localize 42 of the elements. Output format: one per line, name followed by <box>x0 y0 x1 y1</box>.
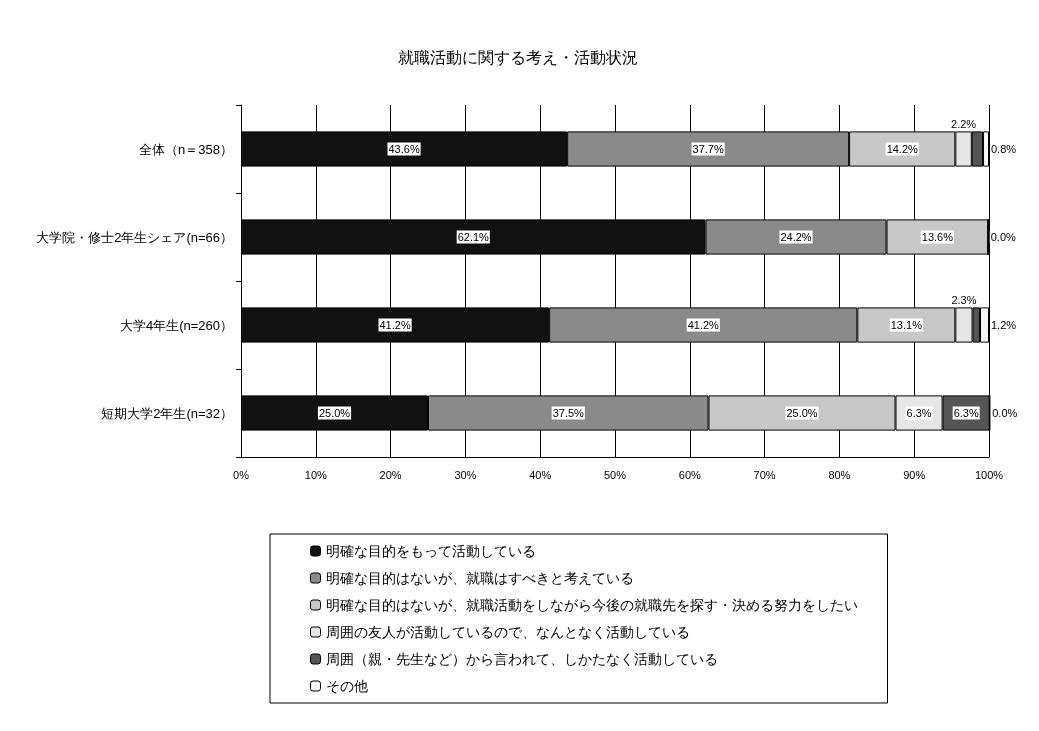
data-label: 41.2% <box>379 319 411 331</box>
legend-label: 周囲（親・先生など）から言われて、しかたなく活動している <box>325 651 718 667</box>
data-label: 25.0% <box>786 407 818 419</box>
x-tick-label: 90% <box>903 468 926 481</box>
data-label: 62.1% <box>457 231 490 243</box>
y-tick-label: 短期大学2年生(n=32） <box>101 405 233 421</box>
data-label: 14.2% <box>886 143 919 155</box>
y-tick-label: 全体（n＝358） <box>139 141 233 157</box>
x-tick-label: 50% <box>603 468 627 481</box>
y-tick-label: 大学院・修士2年生シェア(n=66） <box>36 229 233 245</box>
x-tick-label: 40% <box>529 468 552 481</box>
legend-label: 周囲の友人が活動しているので、なんとなく活動している <box>325 624 690 640</box>
y-tick-label: 大学4年生(n=260） <box>119 317 233 333</box>
x-tick-label: 100% <box>974 468 1004 481</box>
data-label: 37.5% <box>552 407 585 419</box>
data-label: 0.0% <box>990 231 1017 243</box>
data-label: 0.0% <box>992 407 1018 419</box>
data-label: 41.2% <box>687 319 720 331</box>
data-label: 24.2% <box>780 231 812 243</box>
x-tick-label: 10% <box>304 468 328 481</box>
data-label: 6.3% <box>906 407 932 419</box>
data-label: 13.1% <box>890 319 923 331</box>
x-tick-label: 60% <box>678 468 702 481</box>
legend-label: 明確な目的はないが、就職はすべきと考えている <box>325 570 634 586</box>
x-tick-label: 70% <box>753 468 776 481</box>
data-label: 2.2% <box>951 117 977 130</box>
data-label: 13.6% <box>921 231 954 243</box>
data-label: 37.7% <box>692 143 724 155</box>
legend-label: その他 <box>325 678 368 694</box>
data-label: 43.6% <box>388 143 420 155</box>
x-tick-label: 30% <box>454 468 477 481</box>
x-tick-label: 0% <box>233 468 250 481</box>
x-tick-label: 80% <box>828 468 851 481</box>
data-label: 25.0% <box>318 407 351 419</box>
legend-label: 明確な目的をもって活動している <box>325 543 536 559</box>
legend-label: 明確な目的はないが、就職活動をしながら今後の就職先を探す・決める努力をしたい <box>325 597 858 613</box>
data-label: 1.2% <box>991 319 1017 331</box>
data-label: 2.3% <box>951 293 977 306</box>
data-label: 0.8% <box>991 143 1017 155</box>
data-label: 6.3% <box>953 407 979 419</box>
chart-title: 就職活動に関する考え・活動状況 <box>398 48 638 66</box>
x-tick-label: 20% <box>379 468 402 481</box>
